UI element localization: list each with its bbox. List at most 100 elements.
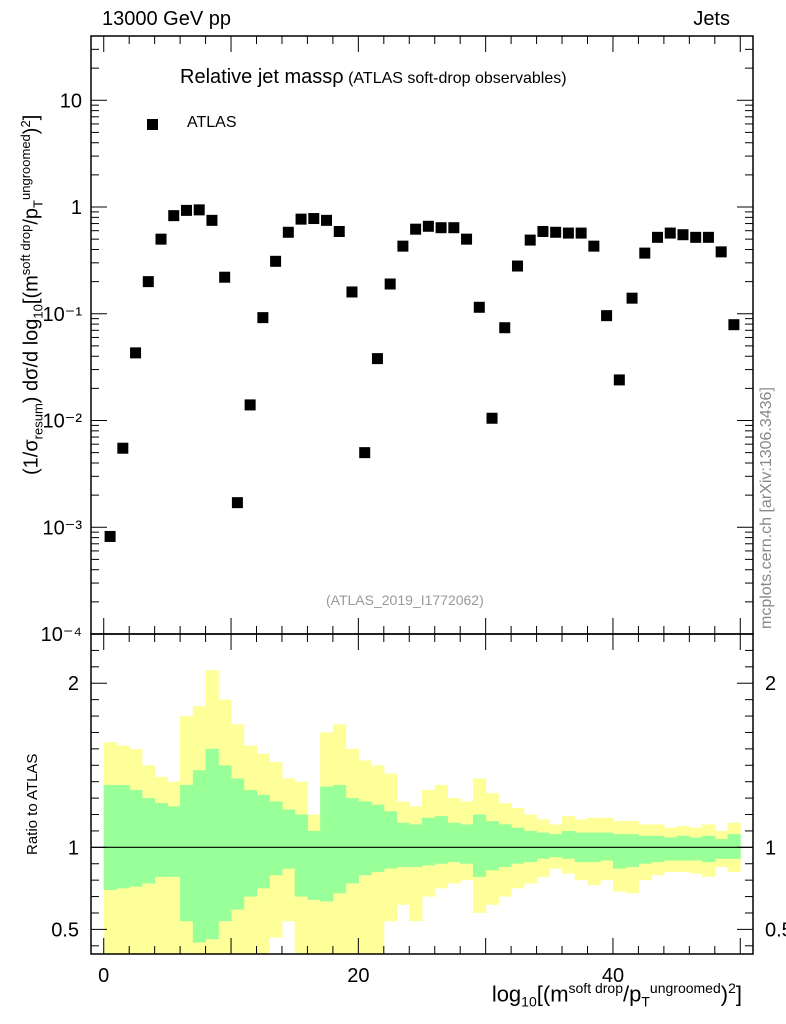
ratio-band-bin (320, 786, 334, 902)
ratio-band-bin (281, 809, 296, 869)
data-point (473, 301, 485, 313)
ratio-band-bin (612, 834, 627, 869)
data-point (384, 278, 396, 290)
data-point (130, 347, 142, 359)
y-tick-label: 10 (60, 90, 82, 112)
ratio-band-bin (422, 817, 436, 866)
data-point (461, 233, 473, 245)
x-tick-label: 0 (98, 965, 109, 987)
ratio-band-bin (625, 834, 639, 868)
data-point (117, 442, 129, 454)
data-point (664, 227, 676, 239)
ratio-band-bin (332, 784, 347, 894)
ratio-band-bin (676, 835, 690, 861)
ratio-band-bin (192, 770, 207, 943)
ratio-band-bin (231, 778, 245, 910)
data-point (346, 286, 358, 298)
data-point (652, 231, 664, 243)
data-point (142, 276, 154, 288)
data-point (104, 530, 116, 542)
data-point (231, 497, 243, 509)
ratio-y-axis-label: Ratio to ATLAS (24, 753, 41, 855)
analysis-tag: (ATLAS_2019_I1772062) (326, 592, 484, 608)
ratio-band-bin (371, 804, 385, 872)
data-point (435, 222, 447, 234)
x-tick-label: 20 (347, 965, 369, 987)
data-point (333, 225, 345, 237)
main-y-axis-label: (1/σresum) dσ/d log10[(msoft drop/pTungr… (18, 114, 46, 475)
data-point (295, 213, 307, 225)
ratio-band-bin (562, 830, 576, 859)
ratio-band-bin (689, 837, 703, 861)
y-tick-label: 10⁻⁴ (41, 624, 82, 646)
ratio-plot-frame (90, 633, 754, 955)
data-point (626, 292, 638, 304)
data-point (155, 233, 167, 245)
ratio-y-tick-label: 1 (68, 837, 79, 859)
ratio-band-bin (434, 816, 448, 864)
ratio-band-bin (205, 748, 219, 940)
ratio-band-bin (307, 830, 321, 900)
ratio-band-bin (141, 798, 156, 884)
ratio-band-bin (523, 830, 538, 863)
ratio-y-tick-label-right: 2 (765, 673, 776, 695)
axis-tick-labels: 10 1 10⁻¹ 10⁻² 10⁻³ 10⁻⁴ 0 20 40 0.5 0.5 1 1 2 2 (41, 90, 786, 987)
ratio-band-bin (472, 814, 487, 877)
data-point (728, 319, 740, 331)
data-point (499, 322, 511, 334)
ratio-band-bin (154, 803, 168, 877)
data-point (639, 247, 651, 259)
data-point (371, 353, 383, 365)
y-tick-label: 1 (71, 197, 82, 219)
ratio-band-bin (714, 839, 729, 859)
header-right: Jets (693, 8, 730, 30)
data-point (219, 271, 231, 283)
ratio-band-bin (600, 832, 614, 861)
plot-title-main: Relative jet massρ (180, 66, 344, 88)
ratio-band-bin (243, 789, 257, 897)
ratio-band-bin (103, 784, 117, 890)
ratio-band-bin (702, 835, 716, 863)
data-point (193, 204, 205, 216)
data-point (511, 260, 523, 272)
data-point (270, 255, 282, 267)
plot-title-sub: (ATLAS soft-drop observables) (343, 70, 567, 87)
data-point (575, 227, 587, 239)
ratio-band-bin (396, 822, 410, 868)
data-point (410, 223, 422, 235)
ratio-band-bin (129, 789, 143, 887)
data-point (588, 240, 600, 252)
ratio-y-tick-label-right: 0.5 (765, 919, 786, 941)
ratio-band-bin (269, 801, 283, 876)
ratio-band-bin (663, 837, 678, 861)
data-point (715, 246, 727, 258)
data-point (690, 231, 702, 243)
ratio-band-bin (409, 824, 423, 868)
axis-ticks (91, 35, 753, 954)
data-point (244, 399, 256, 411)
data-point (613, 374, 625, 386)
ratio-band-bin (180, 784, 194, 922)
ratio-band-bin (294, 814, 308, 897)
ratio-band-bin (447, 822, 461, 863)
ratio-band-bin (498, 824, 512, 868)
ratio-band-inner (103, 748, 741, 943)
data-point (550, 226, 562, 238)
data-point (601, 310, 613, 322)
data-point (486, 412, 498, 424)
ratio-band-bin (460, 824, 474, 864)
data-points (104, 204, 740, 542)
data-point (282, 226, 294, 238)
ratio-band-bin (511, 827, 525, 864)
ratio-band-bin (167, 806, 181, 877)
ratio-band-bin (116, 784, 130, 889)
data-point (537, 225, 549, 237)
data-point (321, 214, 333, 226)
data-point (168, 210, 180, 222)
ratio-band-bin (727, 834, 741, 859)
y-tick-label: 10⁻³ (43, 517, 83, 539)
side-credit: mcplots.cern.ch [arXiv:1306.3436] (758, 387, 775, 629)
ratio-band-bin (358, 801, 372, 876)
header-left: 13000 GeV pp (102, 8, 231, 30)
